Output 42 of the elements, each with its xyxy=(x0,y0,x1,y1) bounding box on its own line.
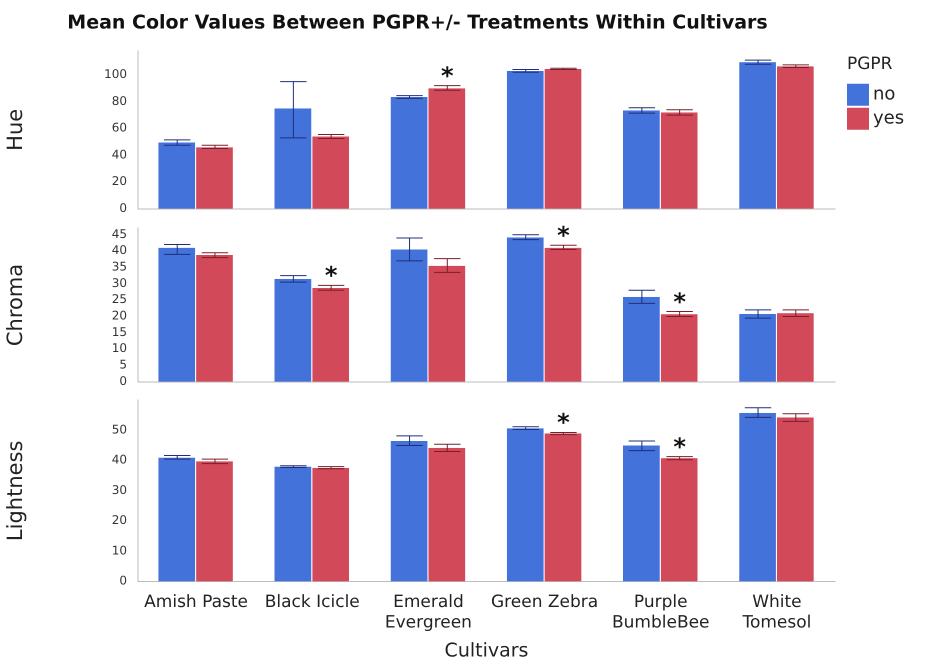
y-tick-label: 25 xyxy=(112,292,127,306)
y-tick-label: 15 xyxy=(112,324,127,339)
y-tick-label: 20 xyxy=(112,513,127,528)
y-tick-label: 45 xyxy=(112,226,127,241)
y-axis-title: Chroma xyxy=(3,264,28,346)
y-axis-title: Lightness xyxy=(3,440,28,542)
x-tick-label: White Tomesol xyxy=(741,592,812,632)
y-tick-label: 80 xyxy=(112,94,127,108)
x-tick-label: Emerald Evergreen xyxy=(384,592,472,632)
annotation: * xyxy=(673,432,686,461)
y-tick-label: 0 xyxy=(119,374,127,388)
y-tick-label: 20 xyxy=(112,308,127,323)
annotation: * xyxy=(557,408,570,437)
y-tick-label: 40 xyxy=(112,452,127,467)
y-tick-label: 10 xyxy=(112,341,127,356)
x-tick-label: Amish Paste xyxy=(144,592,248,612)
y-axis-title: Hue xyxy=(3,108,28,151)
annotation: * xyxy=(324,262,338,290)
x-tick-label: Green Zebra xyxy=(490,592,598,612)
annotation: * xyxy=(557,221,570,250)
x-tick-label: Purple BumbleBee xyxy=(612,592,710,632)
legend-title: PGPR xyxy=(847,54,893,74)
x-tick-label: Black Icicle xyxy=(264,592,360,612)
y-tick-label: 5 xyxy=(119,358,127,372)
y-tick-label: 20 xyxy=(112,174,127,188)
y-tick-label: 10 xyxy=(112,543,127,558)
chart-title: Mean Color Values Between PGPR+/- Treatments Within Cultivars xyxy=(67,11,768,34)
x-axis-title: Cultivars xyxy=(444,640,528,662)
legend-label: no xyxy=(873,83,896,104)
annotation: * xyxy=(441,62,454,90)
y-tick-label: 30 xyxy=(112,482,127,497)
y-tick-label: 50 xyxy=(112,422,127,437)
annotation: * xyxy=(673,288,686,316)
y-tick-label: 40 xyxy=(112,147,127,162)
y-tick-label: 0 xyxy=(119,200,127,215)
y-tick-label: 60 xyxy=(112,120,127,135)
y-tick-label: 100 xyxy=(104,67,127,82)
y-tick-label: 0 xyxy=(119,574,127,588)
y-tick-label: 35 xyxy=(112,260,127,274)
legend-label: yes xyxy=(873,107,904,128)
y-tick-label: 40 xyxy=(112,243,127,258)
y-tick-label: 30 xyxy=(112,276,127,290)
